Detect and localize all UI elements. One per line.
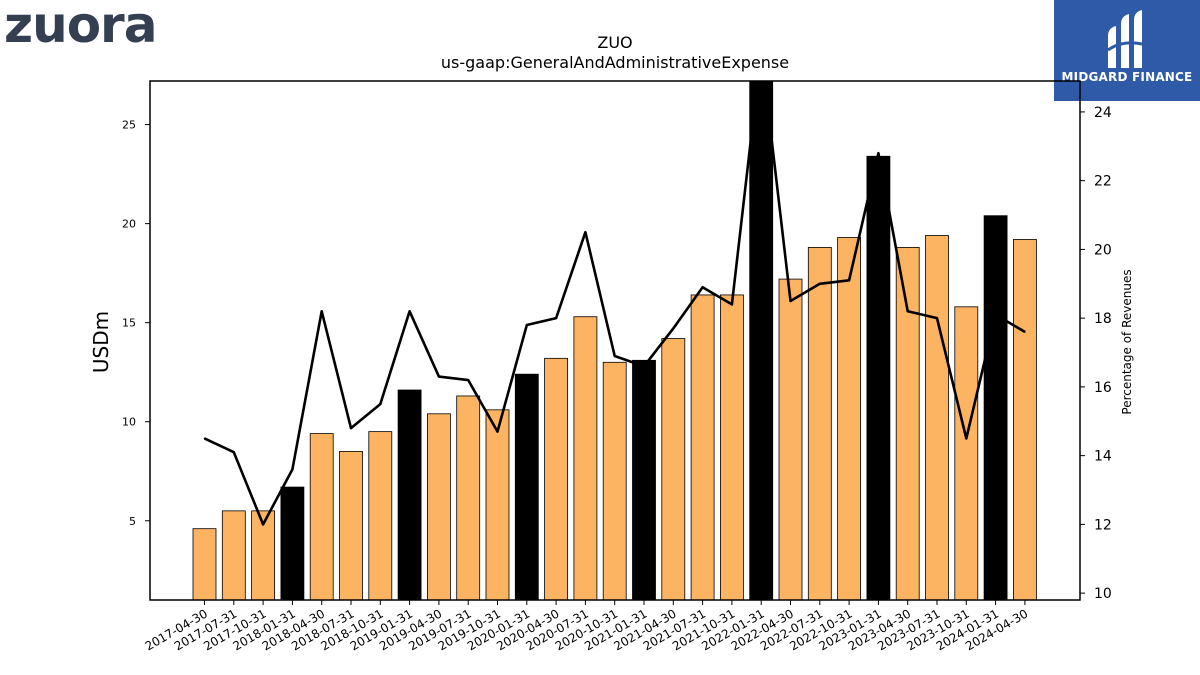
y2-tick-label-16: 16: [1094, 380, 1112, 396]
pct-point-2022-04-30: [789, 300, 792, 302]
pct-point-2019-10-31: [496, 430, 499, 433]
bar-2017-04-30: [192, 528, 217, 600]
pct-point-2019-01-31: [408, 310, 411, 313]
bar-2019-01-31: [397, 389, 422, 600]
bar-2018-04-30: [309, 433, 334, 600]
plot-area: 51015202510121416182022242017-04-302017-…: [122, 49, 1112, 653]
y2-tick-label-12: 12: [1094, 517, 1112, 533]
bar-2019-04-30: [426, 413, 451, 600]
pct-point-2022-07-31: [819, 282, 821, 285]
midgard-mark-icon: [1107, 10, 1143, 68]
pct-point-2021-01-31: [643, 365, 645, 368]
bar-2022-10-31: [837, 237, 861, 600]
y2-tick-label-18: 18: [1094, 311, 1112, 327]
bar-2018-10-31: [368, 431, 393, 600]
y-tick-label-25: 25: [122, 119, 136, 132]
pct-point-2024-04-30: [1024, 331, 1026, 333]
bar-2019-07-31: [456, 395, 481, 600]
bar-2020-10-31: [602, 361, 627, 600]
pct-point-2020-04-30: [555, 317, 557, 319]
pct-point-2023-10-31: [965, 437, 968, 440]
pct-point-2017-10-31: [262, 523, 264, 526]
pct-point-2017-04-30: [203, 437, 206, 440]
bar-2023-10-31: [954, 306, 979, 600]
y-tick-label-5: 5: [129, 515, 136, 528]
bar-2022-07-31: [807, 246, 832, 600]
pct-point-2018-04-30: [320, 310, 323, 313]
bar-2021-07-31: [690, 294, 715, 600]
pct-point-2018-10-31: [379, 403, 382, 405]
pct-point-2023-01-31: [877, 152, 880, 154]
bar-2021-01-31: [632, 359, 656, 600]
chart-title: ZUO: [597, 33, 632, 52]
pct-point-2023-07-31: [936, 317, 938, 319]
midgard-finance-logo: MIDGARD FINANCE: [1054, 0, 1200, 101]
zuora-logo: zuora: [4, 0, 157, 54]
midgard-finance-name: MIDGARD FINANCE: [1061, 70, 1193, 84]
bar-2020-04-30: [544, 357, 568, 600]
bar-2018-07-31: [339, 451, 363, 600]
pct-point-2020-01-31: [526, 324, 528, 326]
pct-point-2021-10-31: [731, 303, 733, 306]
bar-2018-01-31: [280, 486, 305, 600]
pct-point-2019-07-31: [467, 379, 470, 381]
bar-2020-01-31: [514, 373, 539, 600]
pct-point-2021-07-31: [701, 286, 704, 289]
pct-point-2018-07-31: [350, 427, 352, 429]
bar-2020-07-31: [573, 316, 598, 600]
bar-2024-04-30: [1013, 239, 1037, 600]
bar-2023-07-31: [925, 235, 949, 600]
y2-tick-label-20: 20: [1094, 242, 1112, 258]
bar-2022-04-30: [778, 278, 803, 600]
y-tick-label-15: 15: [122, 317, 136, 330]
y2-axis-label: Percentage of Revenues: [1120, 269, 1134, 414]
pct-point-2022-10-31: [848, 279, 850, 282]
y2-tick-label-24: 24: [1094, 105, 1112, 121]
pct-point-2020-07-31: [584, 231, 587, 234]
y2-tick-label-22: 22: [1094, 174, 1112, 190]
pct-point-2018-01-31: [291, 468, 294, 471]
bar-2022-01-31: [749, 81, 774, 600]
chart-subtitle: us-gaap:GeneralAndAdministrativeExpense: [441, 53, 789, 72]
pct-point-2022-01-31: [760, 49, 762, 51]
bar-2017-07-31: [221, 510, 246, 600]
plot-series: [192, 49, 1037, 600]
bar-2024-01-31: [983, 215, 1008, 600]
y-axis-label: USDm: [89, 311, 113, 373]
bar-2021-10-31: [720, 294, 744, 600]
pct-point-2021-04-30: [672, 327, 675, 330]
y2-tick-label-14: 14: [1094, 449, 1112, 465]
pct-point-2017-07-31: [233, 451, 235, 454]
bar-2021-04-30: [661, 338, 686, 600]
pct-point-2024-01-31: [994, 313, 997, 316]
bar-2019-10-31: [485, 409, 510, 600]
y2-tick-label-10: 10: [1094, 586, 1112, 602]
bar-2023-01-31: [866, 155, 891, 600]
pct-point-2023-04-30: [906, 310, 909, 313]
y-tick-label-10: 10: [122, 416, 136, 429]
pct-point-2019-04-30: [438, 375, 440, 378]
y-tick-label-20: 20: [122, 218, 136, 231]
pct-point-2020-10-31: [613, 355, 616, 357]
bar-2023-04-30: [895, 246, 920, 600]
